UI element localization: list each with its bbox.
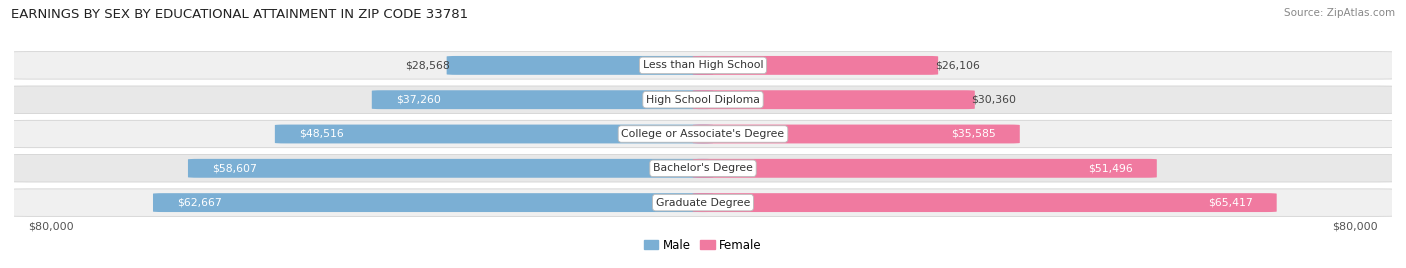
Text: $30,360: $30,360 [972,95,1017,105]
Text: $65,417: $65,417 [1208,198,1253,208]
FancyBboxPatch shape [0,120,1406,148]
FancyBboxPatch shape [274,125,713,143]
Text: Less than High School: Less than High School [643,60,763,70]
FancyBboxPatch shape [371,90,713,109]
FancyBboxPatch shape [0,155,1406,182]
Text: $80,000: $80,000 [1333,221,1378,232]
FancyBboxPatch shape [0,189,1406,216]
Text: $28,568: $28,568 [405,60,450,70]
FancyBboxPatch shape [0,86,1406,113]
FancyBboxPatch shape [693,56,938,75]
FancyBboxPatch shape [693,125,1019,143]
FancyBboxPatch shape [693,90,974,109]
Text: Source: ZipAtlas.com: Source: ZipAtlas.com [1284,8,1395,18]
FancyBboxPatch shape [0,52,1406,79]
Legend: Male, Female: Male, Female [644,239,762,252]
Text: $37,260: $37,260 [396,95,440,105]
Text: College or Associate's Degree: College or Associate's Degree [621,129,785,139]
Text: $48,516: $48,516 [299,129,343,139]
FancyBboxPatch shape [447,56,713,75]
Text: $26,106: $26,106 [935,60,980,70]
FancyBboxPatch shape [693,159,1157,178]
FancyBboxPatch shape [693,193,1277,212]
Text: Graduate Degree: Graduate Degree [655,198,751,208]
Text: $51,496: $51,496 [1088,163,1133,173]
FancyBboxPatch shape [188,159,713,178]
Text: $58,607: $58,607 [212,163,257,173]
Text: $80,000: $80,000 [28,221,73,232]
Text: $35,585: $35,585 [950,129,995,139]
Text: High School Diploma: High School Diploma [647,95,759,105]
Text: $62,667: $62,667 [177,198,222,208]
FancyBboxPatch shape [153,193,713,212]
Text: Bachelor's Degree: Bachelor's Degree [652,163,754,173]
Text: EARNINGS BY SEX BY EDUCATIONAL ATTAINMENT IN ZIP CODE 33781: EARNINGS BY SEX BY EDUCATIONAL ATTAINMEN… [11,8,468,21]
